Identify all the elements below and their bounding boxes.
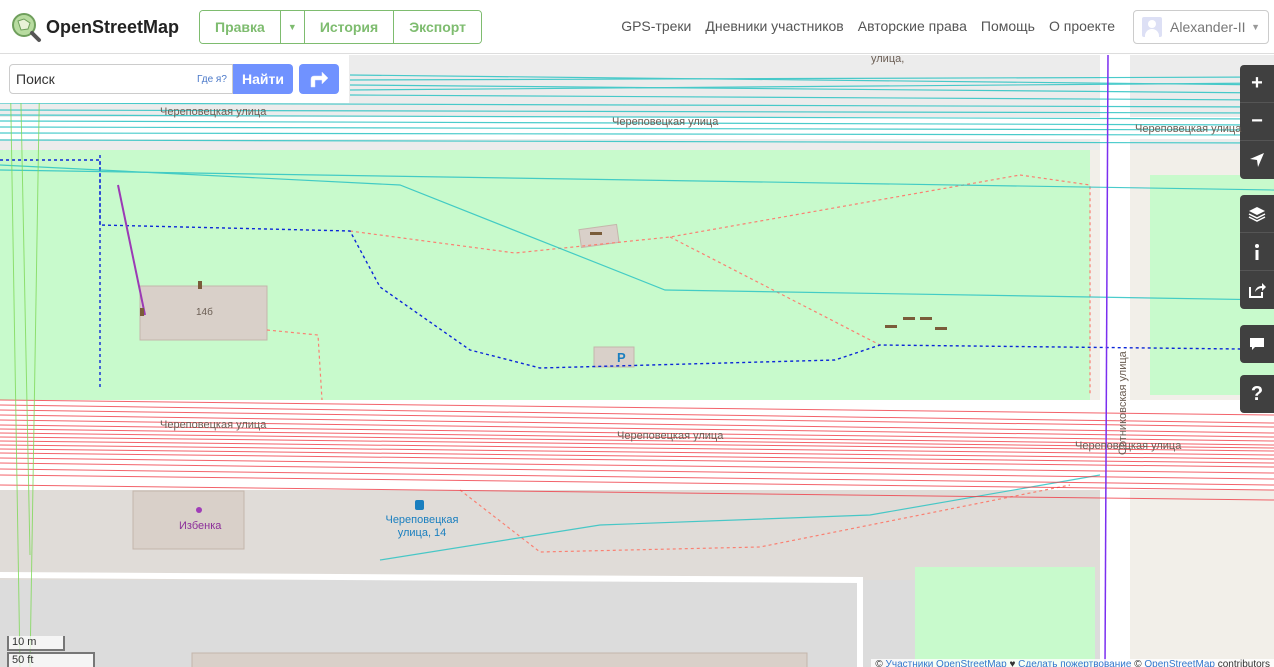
search-button[interactable]: Найти bbox=[233, 64, 293, 94]
directions-button[interactable] bbox=[299, 64, 339, 94]
street-label: Череповецкая улица bbox=[1075, 440, 1182, 452]
layers-icon bbox=[1248, 206, 1266, 222]
contributors-suffix: contributors bbox=[1217, 659, 1270, 667]
share-icon bbox=[1249, 283, 1266, 298]
layers-button[interactable] bbox=[1240, 195, 1274, 233]
search-input[interactable]: Поиск bbox=[9, 64, 233, 94]
zoom-controls: + − bbox=[1240, 65, 1274, 179]
main-nav: GPS-треки Дневники участников Авторские … bbox=[621, 18, 1115, 34]
where-am-i-link[interactable]: Где я? bbox=[197, 74, 227, 85]
info-button[interactable] bbox=[1240, 233, 1274, 271]
map-render: P bbox=[0, 55, 1274, 667]
avatar bbox=[1142, 17, 1162, 37]
bus-stop-label[interactable]: Череповецкая улица, 14 bbox=[385, 514, 459, 539]
chevron-down-icon: ▼ bbox=[1251, 22, 1260, 32]
street-label: Череповецкая улица bbox=[617, 430, 724, 442]
building-izbenka bbox=[132, 490, 245, 550]
svg-text:P: P bbox=[617, 350, 626, 365]
help-button[interactable]: ? bbox=[1250, 382, 1264, 405]
street-label-vertical: Сотниковская улица bbox=[1117, 351, 1129, 455]
nav-copyright[interactable]: Авторские права bbox=[857, 18, 967, 34]
directions-icon bbox=[310, 71, 329, 88]
heart-icon: ♥ bbox=[1009, 659, 1016, 667]
nav-about[interactable]: О проекте bbox=[1048, 18, 1115, 34]
top-header: OpenStreetMap Правка ▼ История Экспорт G… bbox=[0, 0, 1274, 54]
map-canvas[interactable]: P Череповецкая улица Череповецкая улица … bbox=[0, 55, 1274, 667]
edit-dropdown-caret[interactable]: ▼ bbox=[280, 11, 305, 43]
street-label: Череповецкая улица bbox=[1135, 123, 1242, 135]
note-controls bbox=[1240, 325, 1274, 363]
logo[interactable]: OpenStreetMap bbox=[10, 11, 179, 43]
search-panel: Поиск Где я? Найти bbox=[0, 55, 349, 103]
zoom-out-button[interactable]: − bbox=[1240, 103, 1274, 141]
poi-label[interactable]: Избенка bbox=[179, 520, 222, 532]
note-icon bbox=[1250, 338, 1264, 350]
park-area bbox=[0, 150, 1090, 410]
attribution: © Участники OpenStreetMap ♥ Сделать поже… bbox=[871, 659, 1274, 667]
street-label: Череповецкая улица bbox=[612, 116, 719, 128]
locate-button[interactable] bbox=[1240, 141, 1274, 179]
info-icon bbox=[1255, 243, 1259, 260]
scale-metric: 10 m bbox=[7, 636, 65, 651]
osm-link[interactable]: OpenStreetMap bbox=[1144, 659, 1215, 667]
nav-diaries[interactable]: Дневники участников bbox=[705, 18, 844, 34]
donate-link[interactable]: Сделать пожертвование bbox=[1018, 659, 1132, 667]
edit-button[interactable]: Правка bbox=[200, 11, 281, 43]
scale-bar: 10 m 50 ft bbox=[7, 636, 95, 667]
locate-arrow-icon bbox=[1250, 153, 1264, 167]
attribution-prefix: © bbox=[875, 659, 883, 667]
nav-gps-traces[interactable]: GPS-треки bbox=[621, 18, 692, 34]
scale-imperial: 50 ft bbox=[7, 652, 95, 667]
street-label-fragment: улица, bbox=[871, 55, 905, 65]
add-note-button[interactable] bbox=[1240, 325, 1274, 363]
edit-button-group: Правка ▼ История Экспорт bbox=[199, 10, 483, 44]
nav-help[interactable]: Помощь bbox=[980, 18, 1035, 34]
help-controls: ? bbox=[1240, 375, 1274, 413]
user-name: Alexander-II bbox=[1170, 19, 1246, 35]
building-number: 14б bbox=[196, 307, 213, 318]
osm-logo-icon bbox=[12, 13, 41, 42]
copyright-prefix: © bbox=[1134, 659, 1142, 667]
export-button[interactable]: Экспорт bbox=[394, 11, 482, 43]
zoom-in-button[interactable]: + bbox=[1240, 65, 1274, 103]
street-label: Череповецкая улица bbox=[160, 106, 267, 118]
building-14b bbox=[139, 285, 268, 341]
history-button[interactable]: История bbox=[304, 11, 395, 43]
contributors-link[interactable]: Участники OpenStreetMap bbox=[885, 659, 1007, 667]
user-menu[interactable]: Alexander-II ▼ bbox=[1133, 10, 1269, 44]
panel-controls bbox=[1240, 195, 1274, 309]
street-label: Череповецкая улица bbox=[160, 419, 267, 431]
share-button[interactable] bbox=[1240, 271, 1274, 309]
logo-text: OpenStreetMap bbox=[46, 16, 180, 37]
